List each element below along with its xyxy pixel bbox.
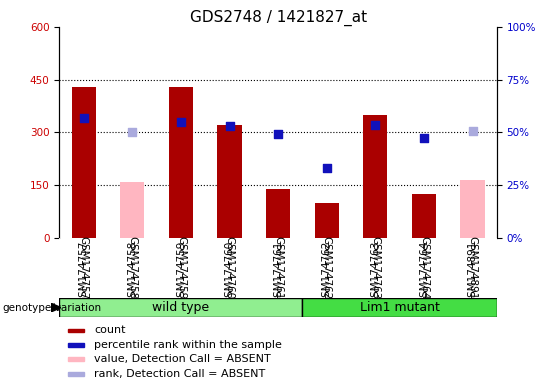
Bar	[68, 357, 84, 361]
Text: Lim1 mutant: Lim1 mutant	[360, 301, 440, 314]
Bar	[120, 182, 145, 238]
Text: GSM174757: GSM174757	[79, 241, 89, 305]
Point	[225, 123, 234, 129]
Text: GSM174763: GSM174763	[370, 241, 380, 305]
Bar	[59, 298, 302, 317]
Bar	[218, 126, 242, 238]
Point	[274, 131, 282, 137]
Point	[420, 135, 428, 141]
Text: GSM174758: GSM174758	[127, 236, 137, 300]
Text: GSM174891: GSM174891	[468, 236, 477, 300]
Point	[79, 115, 88, 121]
Bar	[412, 194, 436, 238]
Text: wild type: wild type	[152, 301, 210, 314]
Bar	[68, 372, 84, 376]
Bar	[266, 189, 291, 238]
Bar	[363, 115, 388, 238]
Bar	[68, 329, 84, 333]
Polygon shape	[51, 303, 61, 312]
Text: count: count	[94, 326, 126, 336]
Bar	[460, 180, 485, 238]
Bar	[168, 87, 193, 238]
Point	[322, 165, 331, 171]
Text: rank, Detection Call = ABSENT: rank, Detection Call = ABSENT	[94, 369, 266, 379]
Bar	[314, 203, 339, 238]
Point	[177, 119, 185, 125]
Text: GSM174762: GSM174762	[322, 241, 332, 305]
Text: GSM174891: GSM174891	[468, 241, 477, 305]
Text: GSM174763: GSM174763	[370, 236, 380, 300]
Text: GSM174759: GSM174759	[176, 241, 186, 305]
Text: GSM174760: GSM174760	[225, 241, 234, 304]
Text: value, Detection Call = ABSENT: value, Detection Call = ABSENT	[94, 354, 271, 364]
Text: GSM174759: GSM174759	[176, 236, 186, 300]
Bar	[71, 87, 96, 238]
Text: GSM174761: GSM174761	[273, 241, 283, 305]
Text: genotype/variation: genotype/variation	[3, 303, 102, 313]
Text: GSM174758: GSM174758	[127, 241, 137, 305]
Text: GSM174762: GSM174762	[322, 236, 332, 300]
Point	[468, 127, 477, 134]
Text: percentile rank within the sample: percentile rank within the sample	[94, 340, 282, 350]
Text: GSM174764: GSM174764	[419, 241, 429, 305]
Point	[128, 129, 137, 136]
Text: GSM174760: GSM174760	[225, 236, 234, 300]
Text: GSM174764: GSM174764	[419, 236, 429, 300]
Title: GDS2748 / 1421827_at: GDS2748 / 1421827_at	[190, 9, 367, 25]
Bar	[68, 343, 84, 347]
Text: GSM174757: GSM174757	[79, 236, 89, 300]
Point	[371, 122, 380, 129]
Text: GSM174761: GSM174761	[273, 236, 283, 300]
Bar	[302, 298, 497, 317]
